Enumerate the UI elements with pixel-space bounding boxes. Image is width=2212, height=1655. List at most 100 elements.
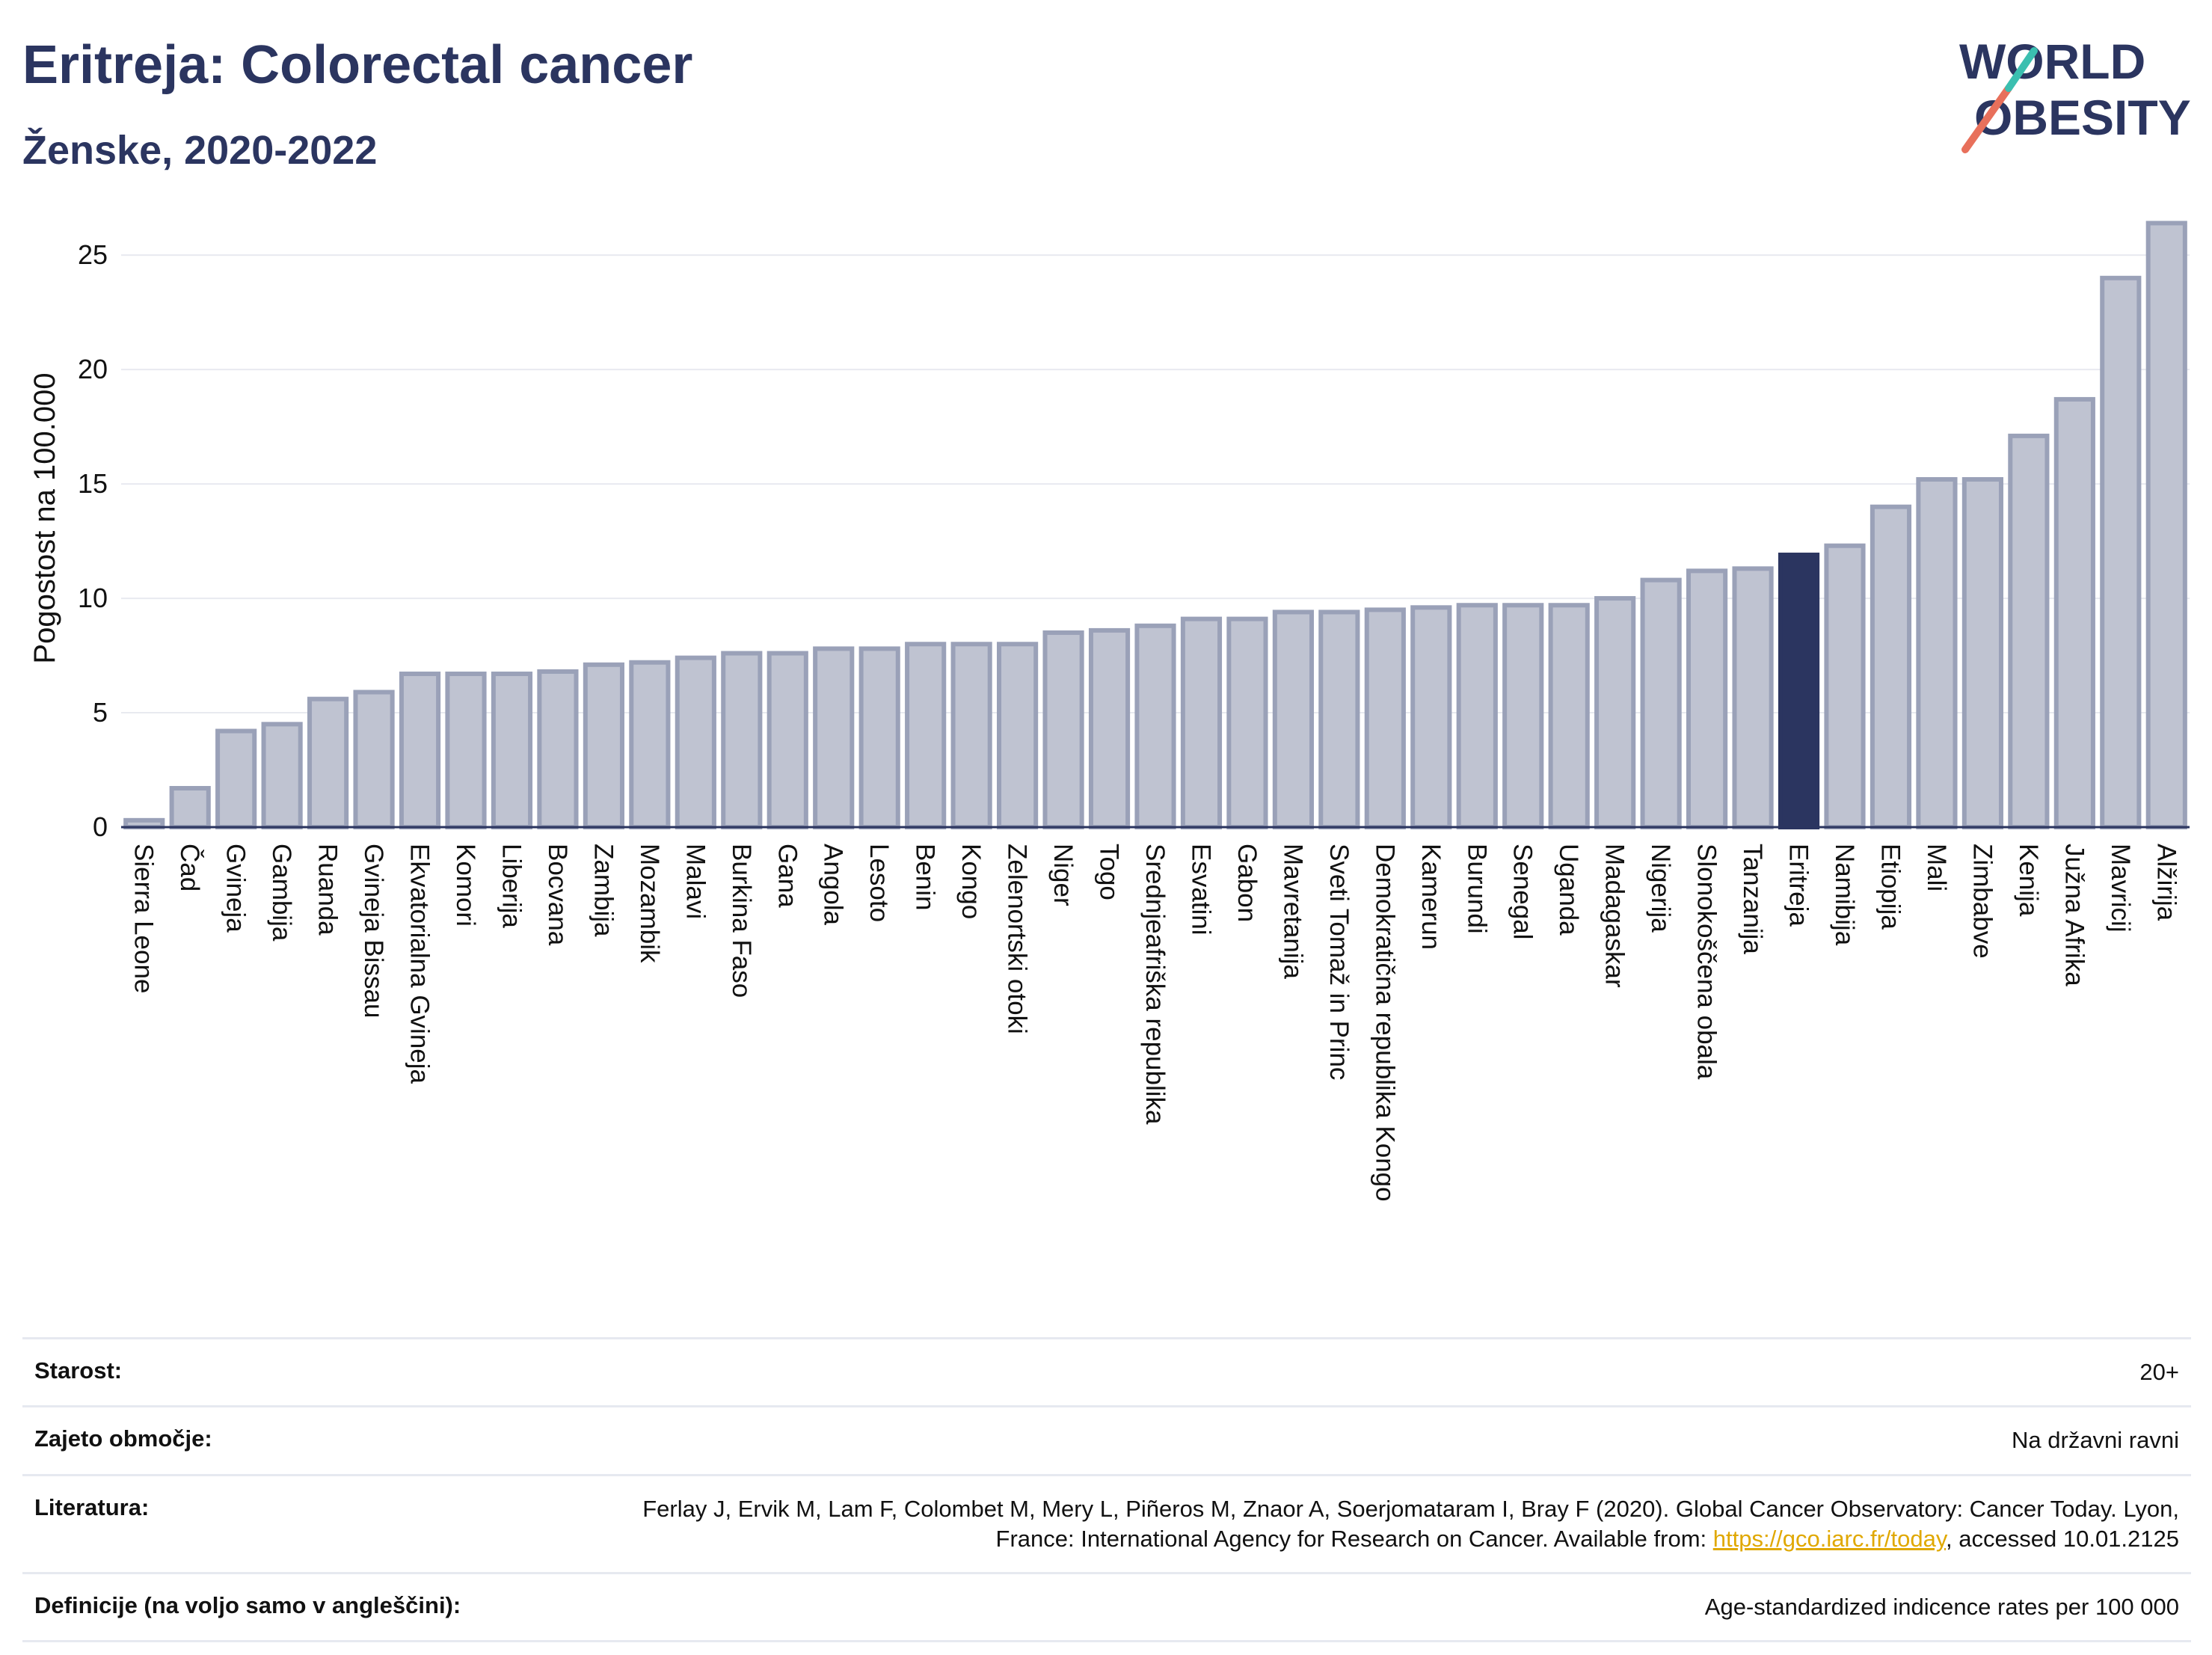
bar [1180,616,1223,829]
x-tick-label: Madagaskar [1600,844,1629,988]
bar [1870,504,1912,829]
y-tick-label: 5 [93,697,108,728]
info-row-area: Zajeto območje: Na državni ravni [22,1405,2191,1473]
x-tick-label: Zelenortski otoki [1003,844,1032,1034]
logo-line1: WORLD [1959,34,2145,89]
bar [261,722,303,829]
bar [1778,552,1820,829]
x-tick-label: Mavricij [2106,844,2135,933]
bar [1318,610,1360,829]
reference-text: Ferlay J, Ervik M, Lam F, Colombet M, Me… [642,1495,2179,1552]
x-tick-label: Mali [1922,844,1951,891]
x-tick-label: Komori [451,844,480,927]
bar-chart: 0 5 10 15 20 25 Pogostost na 100.000 Sierra Leo… [28,221,2190,1202]
bar [997,642,1039,830]
reference-link[interactable]: https://gco.iarc.fr/today [1712,1525,1947,1552]
logo-slash-coral [1961,85,2012,153]
x-tick-label: Gambija [267,844,296,942]
bar [399,672,441,829]
bar [1272,610,1314,829]
bar [629,660,671,829]
x-tick-label: Južna Afrika [2059,844,2089,986]
reference-label: Literatura: [34,1493,150,1520]
bar [1134,623,1176,829]
y-axis-label: Pogostost na 100.000 [28,372,61,663]
definitions-value: Age-standardized indicence rates per 100… [1704,1594,2179,1621]
x-tick-label: Zambija [589,844,618,937]
bar [675,655,716,829]
x-tick-label: Ekvatorialna Gvineja [405,844,434,1084]
bar [1961,476,2003,830]
x-tick-label: Liberija [497,844,526,928]
x-tick-label: Namibija [1830,844,1859,946]
x-tick-label: Srednjeafriška republika [1140,844,1170,1125]
x-tick-label: Mozambik [635,844,664,963]
x-tick-label: Kenija [2014,844,2043,917]
x-tick-label: Malavi [681,844,710,919]
info-row-reference: Literatura: Ferlay J, Ervik M, Lam F, Co… [22,1473,2191,1573]
bar [537,669,579,830]
x-tick-label: Niger [1048,844,1078,906]
bar [307,696,349,829]
x-tick-label: Gabon [1232,844,1262,922]
bar [1824,543,1866,829]
bar [1088,627,1131,829]
bar [2008,433,2050,829]
x-tick-label: Alžirija [2151,844,2181,921]
x-tick-label: Mavretanija [1278,844,1307,979]
definitions-label: Definicije (na voljo samo v angleščini): [34,1592,461,1619]
bar [169,785,211,829]
bar [1594,596,1636,830]
bar [1042,630,1084,829]
x-tick-label: Gvineja [221,844,251,933]
y-tick-label: 25 [78,239,108,270]
bar [1916,476,1958,830]
x-tick-label: Burundi [1462,844,1491,934]
bar [2145,221,2187,830]
y-tick-label: 10 [78,583,108,613]
x-tick-label: Nigerija [1646,844,1675,933]
bar [858,646,900,830]
info-table: Starost: 20+ Zajeto območje: Na državni … [22,1337,2191,1643]
area-value: Na državni ravni [2012,1427,2179,1454]
bar [491,672,533,829]
info-row-definitions: Definicije (na voljo samo v angleščini):… [22,1572,2191,1643]
reference-value: Ferlay J, Ervik M, Lam F, Colombet M, Me… [571,1494,2179,1555]
bar [1686,568,1728,829]
x-tick-label: Kongo [956,844,986,919]
x-tick-label: Lesoto [864,844,894,922]
bar [215,728,257,829]
bar [1640,577,1682,829]
x-tick-label: Eritreja [1784,844,1813,927]
world-obesity-logo: WORLD OBESITY [1959,34,2191,153]
info-row-age: Starost: 20+ [22,1337,2191,1405]
x-tick-label: Esvatini [1186,844,1215,936]
age-label: Starost: [34,1357,123,1384]
bar [1410,605,1452,829]
y-tick-label: 20 [78,354,108,384]
x-tick-label: Gvineja Bissau [359,844,388,1018]
bar [1548,603,1590,829]
x-tick-label: Kamerun [1416,844,1446,950]
bar [2100,275,2142,829]
bar [1456,603,1498,829]
reference-tail: , accessed 10.01.2125 [1946,1525,2179,1552]
x-tick-label: Sveti Tomaž in Princ [1324,844,1354,1080]
y-tick-label: 0 [93,811,108,842]
x-tick-label: Benin [911,844,940,911]
bar [445,672,487,829]
bar [1364,607,1406,829]
bar [1732,566,1774,829]
chart-title: Eritreja: Colorectal cancer [22,35,693,95]
age-value: 20+ [2139,1359,2179,1385]
bar [813,646,855,830]
logo-line2: OBESITY [1974,90,2191,145]
logo-slash-teal [2005,47,2038,92]
x-tick-label: Angola [819,844,848,926]
x-tick-label: Gana [772,844,802,908]
x-tick-label: Sierra Leone [129,844,159,993]
x-tick-label: Slonokoščena obala [1692,844,1721,1080]
area-label: Zajeto območje: [34,1425,212,1452]
y-tick-label: 15 [78,468,108,499]
x-tick-label: Ruanda [313,844,342,936]
